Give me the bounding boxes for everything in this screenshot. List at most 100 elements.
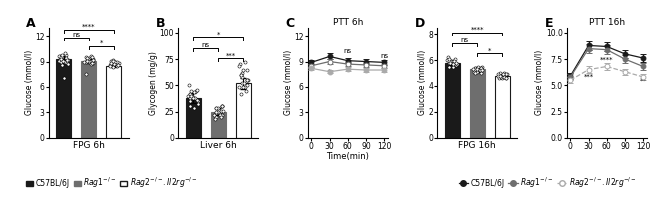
Point [62, 62, 73, 65]
Point [495, 75, 506, 78]
Point [237, 92, 247, 95]
Point [475, 69, 486, 72]
Point [184, 84, 194, 87]
Point [185, 105, 195, 108]
Point [476, 65, 487, 68]
Point [499, 75, 509, 78]
Point [497, 77, 507, 80]
Point [187, 96, 198, 99]
Point [88, 62, 98, 65]
Point [81, 56, 92, 59]
Text: E: E [545, 17, 553, 30]
Point [85, 59, 96, 62]
Point [109, 62, 120, 66]
Point [105, 63, 115, 67]
Point [450, 61, 461, 64]
Point [239, 82, 249, 85]
Point [217, 105, 228, 108]
Bar [445, 63, 460, 138]
Point [495, 74, 506, 77]
Point [86, 62, 96, 66]
Y-axis label: Glucose (mmol/l): Glucose (mmol/l) [25, 50, 34, 115]
Point [494, 77, 504, 80]
Point [236, 73, 246, 76]
Text: C: C [285, 17, 294, 30]
Point [88, 58, 98, 61]
Point [81, 58, 92, 61]
Point [213, 110, 223, 113]
Point [452, 62, 462, 65]
Point [185, 92, 195, 95]
Point [469, 70, 480, 73]
Point [186, 89, 196, 92]
Text: ****: **** [471, 27, 484, 33]
Point [84, 57, 94, 60]
Point [473, 69, 483, 72]
Point [237, 86, 248, 89]
Point [111, 60, 121, 63]
Point [211, 110, 222, 113]
Point [444, 61, 454, 64]
Point [83, 57, 94, 60]
Point [448, 61, 458, 64]
Y-axis label: Glucose (mmol/l): Glucose (mmol/l) [283, 50, 292, 115]
Point [237, 82, 247, 85]
Point [215, 110, 226, 113]
Text: ***: *** [584, 74, 593, 80]
Bar [470, 69, 485, 138]
Point [493, 74, 503, 77]
Point [62, 58, 72, 61]
Point [211, 115, 222, 118]
Text: ***: *** [226, 52, 236, 59]
Point [55, 54, 66, 57]
Point [192, 98, 202, 102]
Point [476, 66, 486, 69]
Text: *: * [328, 68, 332, 74]
Text: ns: ns [202, 42, 210, 48]
Text: **: ** [640, 77, 647, 83]
Point [63, 62, 73, 66]
Point [240, 86, 250, 89]
Point [79, 60, 90, 63]
Point [500, 77, 511, 80]
Point [443, 56, 453, 59]
Point [241, 79, 252, 82]
Point [113, 62, 124, 65]
Point [189, 90, 200, 93]
Point [112, 60, 122, 63]
Text: *: * [216, 32, 220, 37]
Point [82, 59, 92, 62]
Point [237, 71, 247, 74]
Point [471, 68, 482, 71]
Point [450, 64, 461, 67]
Point [469, 72, 480, 75]
Point [63, 58, 73, 61]
Point [211, 111, 221, 114]
Point [106, 62, 116, 65]
Point [105, 62, 116, 66]
Point [216, 115, 226, 118]
Bar [81, 61, 96, 138]
Point [496, 74, 506, 77]
Point [476, 69, 487, 72]
Point [215, 113, 226, 116]
Point [60, 57, 71, 60]
Point [218, 109, 228, 112]
Text: A: A [27, 17, 36, 30]
Point [444, 59, 454, 62]
X-axis label: Time(min): Time(min) [326, 152, 369, 162]
Point [495, 75, 506, 78]
Point [213, 107, 224, 110]
Legend: C57BL/6J, $\mathit{Rag1^{-/-}}$, $\mathit{Rag2^{-/-}.Il2rg^{-/-}}$: C57BL/6J, $\mathit{Rag1^{-/-}}$, $\mathi… [456, 173, 640, 193]
Point [191, 88, 202, 91]
Point [190, 89, 201, 92]
Point [108, 59, 118, 62]
Point [467, 68, 478, 71]
Point [216, 105, 227, 108]
Point [217, 105, 228, 108]
Point [500, 77, 511, 80]
Point [446, 60, 456, 63]
Point [88, 58, 99, 61]
Point [493, 73, 503, 76]
Text: ns: ns [461, 37, 469, 43]
